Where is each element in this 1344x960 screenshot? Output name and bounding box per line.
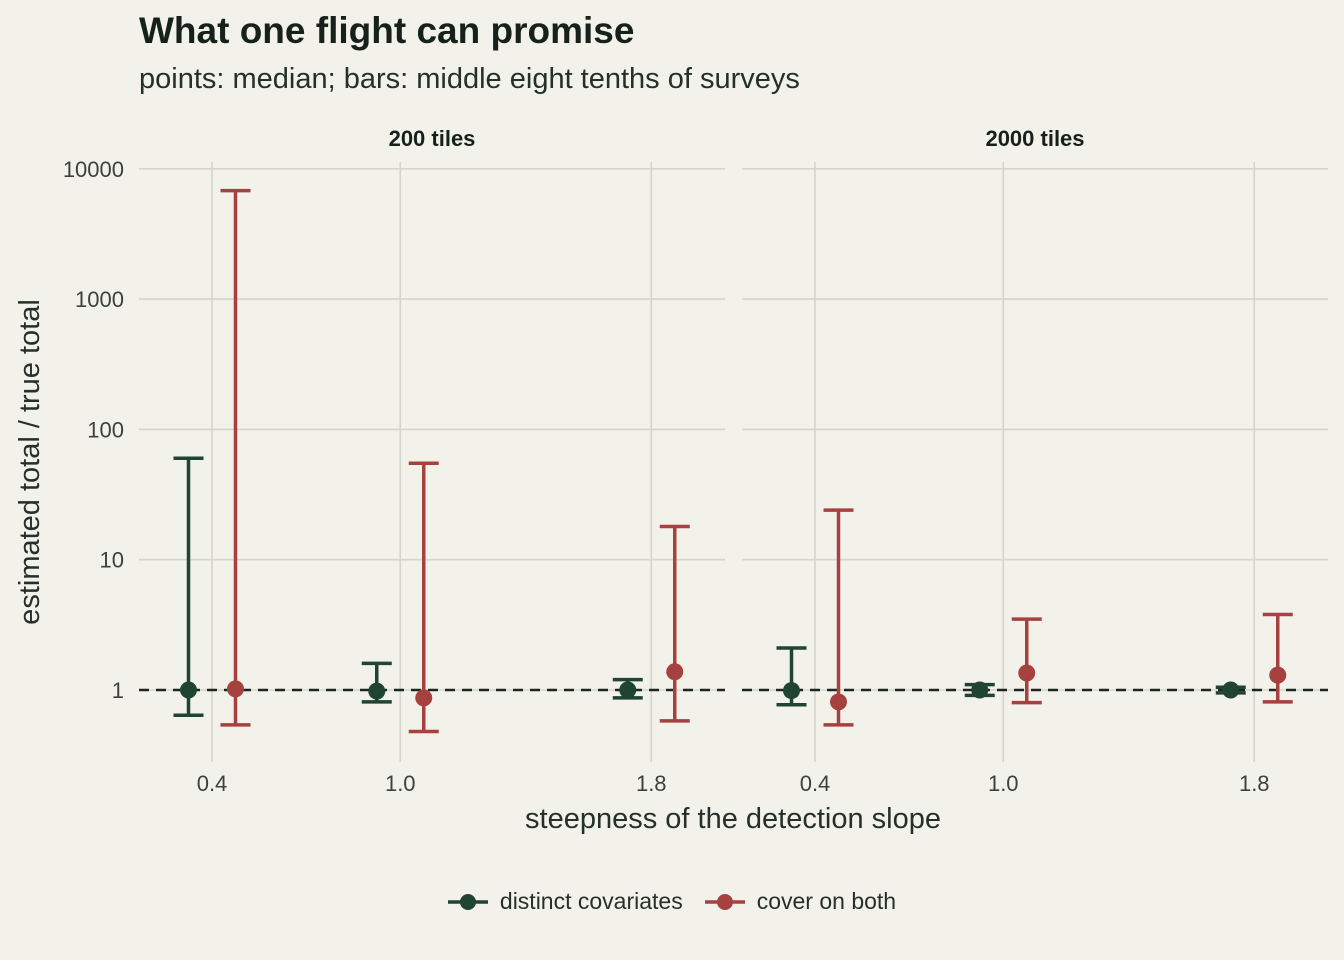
legend-item-cover-on-both: cover on both — [704, 888, 897, 915]
chart-legend: distinct covariates cover on both — [0, 888, 1344, 915]
median-point — [971, 681, 989, 699]
error-bar — [1011, 617, 1042, 705]
chart-plot-area: 200 tiles 0.4 1.0 1.8 2000 tiles 0.4 1.0 1.8 1 10… — [14, 126, 1328, 835]
y-tick-label: 100 — [87, 417, 124, 442]
error-bar — [220, 188, 251, 727]
y-tick-label: 10000 — [63, 157, 124, 182]
median-point — [830, 693, 847, 711]
median-point — [1269, 666, 1287, 684]
legend-key-distinct-covariates — [447, 893, 488, 910]
legend-label: cover on both — [756, 888, 897, 914]
error-bar — [659, 524, 690, 723]
median-point — [1018, 664, 1036, 682]
x-tick-label: 1.0 — [385, 771, 416, 796]
y-axis-title: estimated total / true total — [14, 299, 46, 625]
x-tick-label: 1.0 — [988, 771, 1019, 796]
median-point — [1222, 681, 1240, 699]
error-bar — [173, 456, 204, 718]
legend-label: distinct covariates — [499, 888, 683, 914]
facet-label: 200 tiles — [389, 126, 476, 151]
median-point — [368, 682, 386, 700]
error-bar — [408, 461, 439, 734]
y-tick-label: 1 — [112, 678, 124, 703]
median-point — [619, 681, 637, 699]
median-point — [783, 682, 800, 700]
x-tick-label: 0.4 — [197, 771, 228, 796]
y-tick-label: 10 — [100, 548, 124, 573]
y-tick-label: 1000 — [75, 287, 124, 312]
legend-key-cover-on-both — [704, 893, 745, 910]
median-point — [666, 663, 684, 681]
legend-key-point — [459, 893, 476, 910]
facet-label: 2000 tiles — [985, 126, 1084, 151]
x-tick-label: 1.8 — [636, 771, 667, 796]
facet-panel-2: 2000 tiles 0.4 1.0 1.8 — [742, 126, 1328, 796]
error-bar — [1262, 612, 1293, 704]
error-bar — [823, 508, 854, 727]
legend-key-point — [716, 893, 733, 910]
legend-item-distinct-covariates: distinct covariates — [447, 888, 683, 915]
chart-title: What one flight can promise — [139, 10, 635, 51]
facet-panel-1: 200 tiles 0.4 1.0 1.8 — [139, 126, 725, 796]
median-point — [180, 681, 197, 699]
median-point — [415, 689, 433, 707]
chart-subtitle: points: median; bars: middle eight tenth… — [139, 63, 800, 95]
x-tick-label: 0.4 — [800, 771, 831, 796]
x-axis-title: steepness of the detection slope — [525, 803, 941, 835]
x-tick-label: 1.8 — [1239, 771, 1270, 796]
median-point — [227, 680, 244, 698]
